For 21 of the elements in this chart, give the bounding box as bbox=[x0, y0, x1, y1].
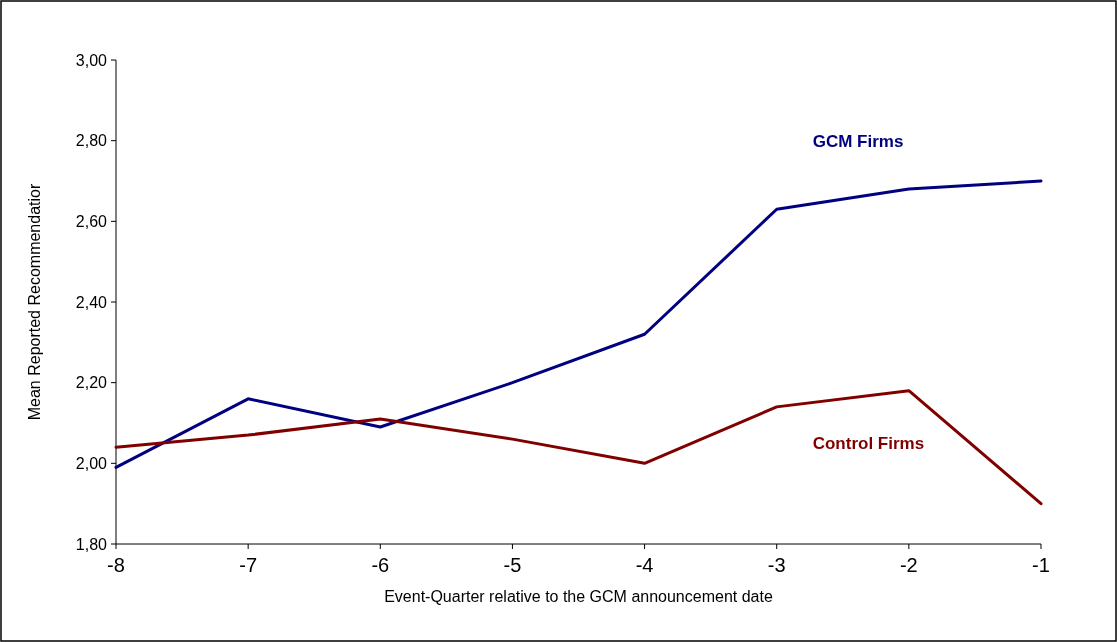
x-tick-label: -8 bbox=[107, 554, 125, 576]
y-tick-label: 1,80 bbox=[75, 535, 108, 553]
x-tick-label: -5 bbox=[503, 554, 522, 576]
x-tick-label: -1 bbox=[1032, 554, 1050, 576]
x-tick-label: -2 bbox=[899, 554, 918, 576]
x-axis-title: Event-Quarter relative to the GCM announcement date bbox=[384, 588, 773, 605]
y-tick-label: 3,00 bbox=[75, 51, 108, 69]
y-tick-label: 2,60 bbox=[75, 212, 108, 230]
x-tick-label: -3 bbox=[767, 554, 786, 576]
y-tick-label: 2,00 bbox=[75, 454, 108, 472]
line-series bbox=[114, 389, 1043, 506]
y-tick-label: 2,20 bbox=[75, 374, 108, 392]
y-tick-label: 2,40 bbox=[75, 293, 108, 311]
series-label: Control Firms bbox=[812, 433, 925, 453]
y-axis-title: Mean Reported Recommendatior bbox=[26, 183, 43, 421]
y-tick-label: 2,80 bbox=[75, 132, 108, 150]
x-tick-label: -7 bbox=[239, 554, 258, 576]
line-series bbox=[114, 179, 1043, 469]
text: GCM Firms bbox=[812, 132, 904, 152]
x-tick-label: -4 bbox=[635, 554, 654, 576]
x-tick-label: -6 bbox=[371, 554, 390, 576]
